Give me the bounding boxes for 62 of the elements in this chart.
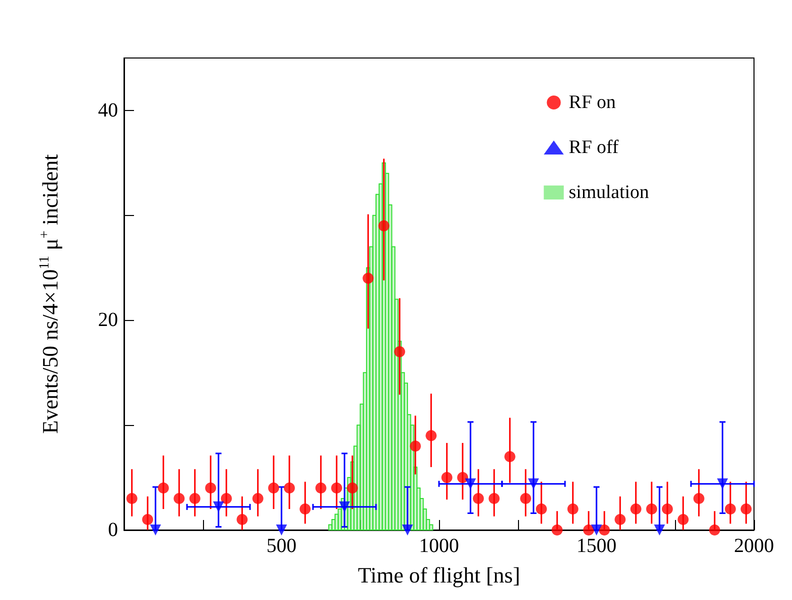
- y-axis-title: Events/50 ns/4×1011 μ+ incident: [38, 154, 62, 434]
- y-tick-label: 0: [108, 519, 118, 541]
- point: [614, 514, 626, 526]
- point: [426, 430, 437, 442]
- point: [598, 524, 610, 536]
- point: [552, 524, 563, 536]
- point: [402, 524, 413, 536]
- legend-label: simulation: [568, 182, 650, 203]
- point: [213, 501, 224, 512]
- point: [583, 524, 594, 536]
- point: [662, 504, 673, 515]
- point: [339, 501, 350, 512]
- point: [189, 493, 200, 504]
- point: [717, 478, 728, 490]
- point: [693, 493, 704, 504]
- point: [678, 514, 689, 526]
- point: [646, 504, 658, 515]
- point: [276, 524, 287, 536]
- y-tick-label: 40: [98, 99, 118, 122]
- point: [268, 482, 280, 494]
- point: [205, 482, 216, 494]
- point: [630, 504, 642, 515]
- point: [457, 472, 468, 484]
- point: [378, 220, 390, 232]
- y-tick-label: 20: [98, 309, 118, 332]
- point: [158, 482, 169, 494]
- point: [591, 524, 602, 536]
- x-tick-label: 500: [266, 535, 296, 557]
- point: [236, 514, 248, 526]
- x-tick-label: 2000: [734, 535, 774, 557]
- x-tick-label: 1500: [576, 535, 616, 557]
- point: [567, 504, 578, 515]
- point: [740, 504, 752, 515]
- point: [142, 514, 154, 526]
- point: [315, 482, 326, 494]
- point: [252, 493, 264, 504]
- point: [504, 451, 516, 462]
- point: [150, 524, 161, 536]
- point: [536, 504, 547, 515]
- point: [724, 504, 736, 515]
- point: [362, 272, 374, 284]
- point: [394, 346, 406, 358]
- point: [174, 493, 185, 504]
- point: [126, 493, 138, 504]
- legend-label: RF off: [568, 137, 620, 158]
- point: [284, 482, 295, 494]
- point: [472, 493, 484, 504]
- point: [300, 504, 311, 515]
- point: [220, 493, 232, 504]
- point: [410, 440, 421, 452]
- legend-label: RF on: [568, 92, 616, 113]
- point: [654, 524, 665, 536]
- point: [488, 493, 500, 504]
- point: [346, 482, 358, 494]
- point: [331, 482, 342, 494]
- point: [441, 472, 452, 484]
- x-axis-title: Time of flight [ns]: [358, 562, 520, 588]
- point: [709, 524, 720, 536]
- x-tick-label: 1000: [419, 535, 459, 557]
- point: [465, 478, 476, 490]
- point: [528, 478, 539, 490]
- point: [520, 493, 532, 504]
